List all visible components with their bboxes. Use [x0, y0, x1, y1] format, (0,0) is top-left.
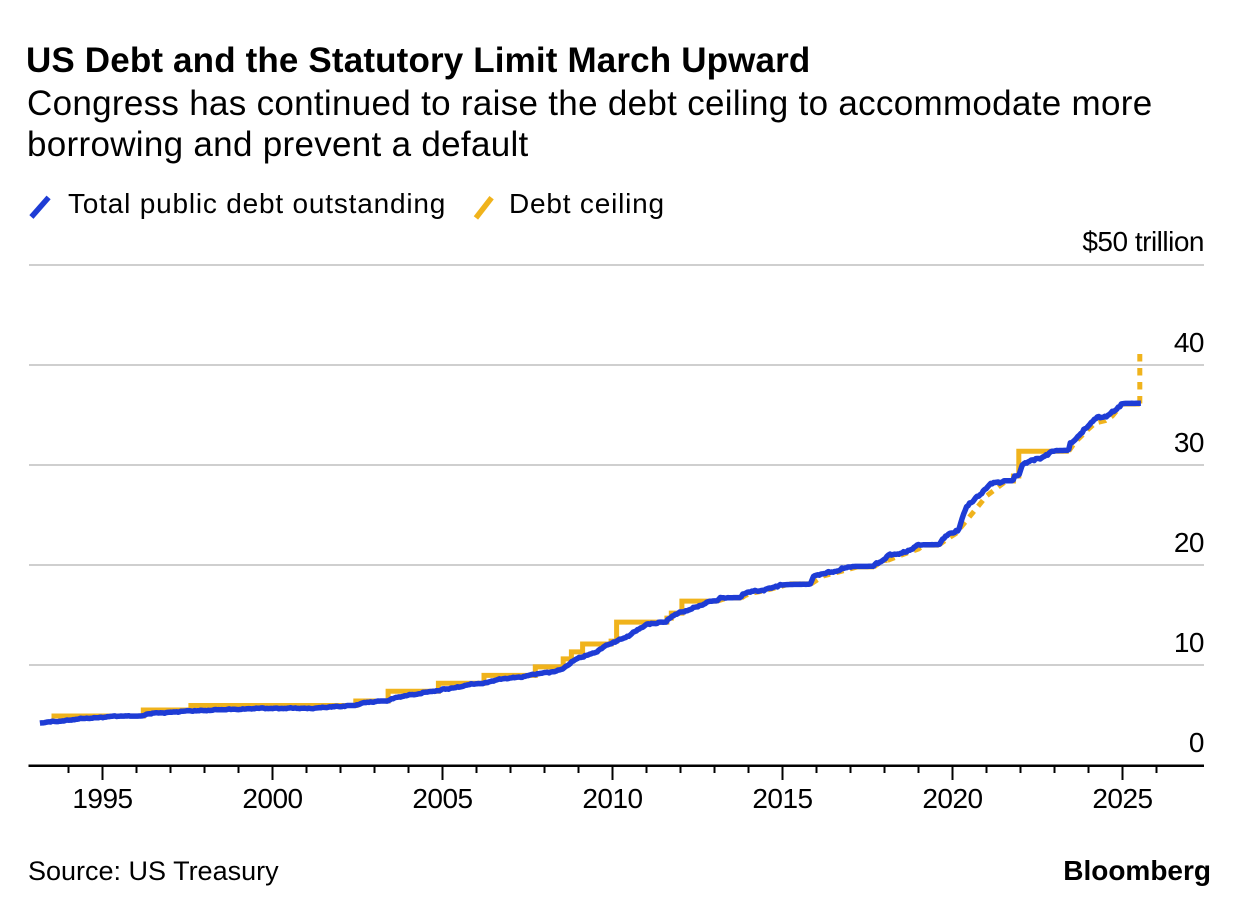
svg-text:2010: 2010 — [582, 783, 642, 814]
svg-text:10: 10 — [1174, 627, 1204, 658]
svg-text:2025: 2025 — [1092, 783, 1152, 814]
svg-text:2020: 2020 — [922, 783, 982, 814]
svg-text:2000: 2000 — [242, 783, 302, 814]
svg-text:$50 trillion: $50 trillion — [1082, 226, 1204, 257]
svg-text:2015: 2015 — [752, 783, 812, 814]
svg-text:40: 40 — [1174, 327, 1204, 358]
svg-text:20: 20 — [1174, 527, 1204, 558]
svg-text:2005: 2005 — [412, 783, 472, 814]
svg-text:0: 0 — [1189, 727, 1204, 758]
svg-text:30: 30 — [1174, 427, 1204, 458]
svg-text:1995: 1995 — [72, 783, 132, 814]
